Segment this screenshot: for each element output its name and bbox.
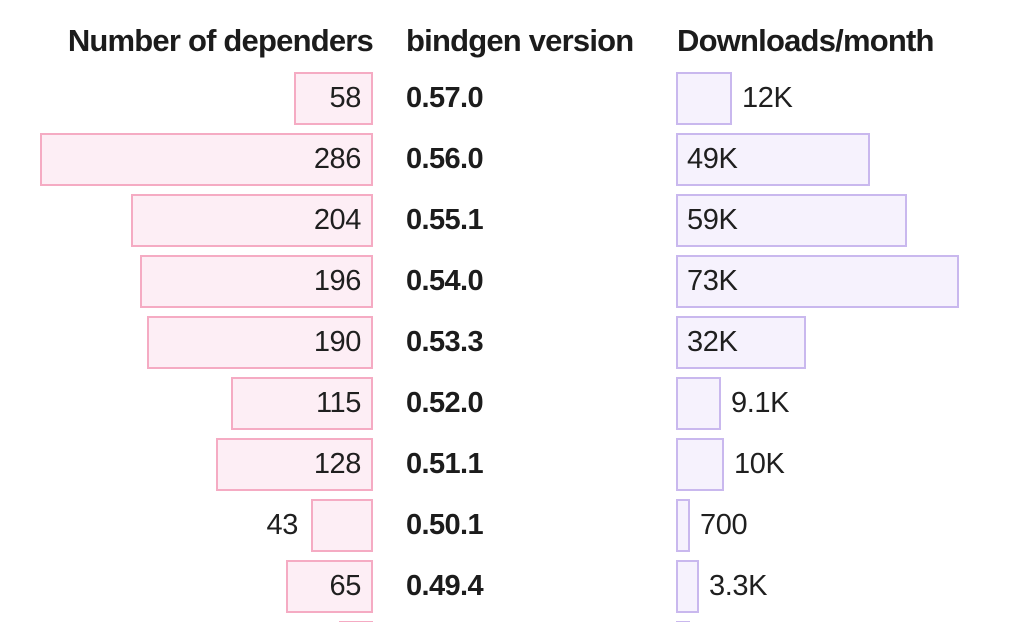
downloads-bar bbox=[676, 72, 732, 125]
dependers-value: 286 bbox=[313, 143, 362, 175]
dependers-bar: 286 bbox=[40, 133, 373, 186]
chart-row: 204 0.55.1 59K bbox=[0, 194, 1010, 247]
dependers-bar: 204 bbox=[131, 194, 373, 247]
chart-row: 115 0.52.0 9.1K bbox=[0, 377, 1010, 430]
version-label: 0.51.1 bbox=[406, 448, 484, 480]
downloads-bar: 32K bbox=[676, 316, 806, 369]
downloads-bar: 73K bbox=[676, 255, 959, 308]
dependers-bar: 190 bbox=[147, 316, 373, 369]
downloads-value: 59K bbox=[687, 204, 738, 236]
dependers-value: 115 bbox=[315, 387, 361, 419]
downloads-bar bbox=[676, 377, 721, 430]
version-label: 0.56.0 bbox=[406, 143, 484, 175]
version-label: 0.50.1 bbox=[406, 509, 484, 541]
column-header-version: bindgen version bbox=[406, 23, 634, 58]
dependers-value: 196 bbox=[313, 265, 362, 297]
dependers-value: 58 bbox=[329, 82, 362, 114]
dependers-bar: 58 bbox=[294, 72, 373, 125]
version-label: 0.57.0 bbox=[406, 82, 484, 114]
version-label: 0.53.3 bbox=[406, 326, 484, 358]
dependers-value: 65 bbox=[329, 570, 362, 602]
chart-row: 286 0.56.0 49K bbox=[0, 133, 1010, 186]
dependers-value: 190 bbox=[313, 326, 362, 358]
chart-row: 58 0.57.0 12K bbox=[0, 72, 1010, 125]
downloads-value: 12K bbox=[742, 82, 793, 114]
downloads-bar bbox=[676, 499, 690, 552]
version-label: 0.54.0 bbox=[406, 265, 484, 297]
dependers-bar: 196 bbox=[140, 255, 373, 308]
chart-row: 43 0.50.1 700 bbox=[0, 499, 1010, 552]
dependers-bar: 128 bbox=[216, 438, 373, 491]
version-label: 0.49.4 bbox=[406, 570, 484, 602]
downloads-value: 9.1K bbox=[731, 387, 790, 419]
chart-row: 128 0.51.1 10K bbox=[0, 438, 1010, 491]
downloads-value: 49K bbox=[687, 143, 738, 175]
downloads-value: 73K bbox=[687, 265, 738, 297]
dependers-value: 43 bbox=[266, 509, 299, 541]
downloads-value: 700 bbox=[700, 509, 748, 541]
column-header-downloads: Downloads/month bbox=[677, 23, 934, 58]
chart-row: 65 0.49.4 3.3K bbox=[0, 560, 1010, 613]
downloads-value: 3.3K bbox=[709, 570, 768, 602]
downloads-bar bbox=[676, 438, 724, 491]
dependers-bar: 115 bbox=[231, 377, 373, 430]
dependers-bar bbox=[311, 499, 373, 552]
column-header-dependers: Number of dependers bbox=[67, 23, 374, 58]
chart-row: 196 0.54.0 73K bbox=[0, 255, 1010, 308]
downloads-bar: 59K bbox=[676, 194, 907, 247]
dependers-bar: 65 bbox=[286, 560, 373, 613]
version-label: 0.55.1 bbox=[406, 204, 484, 236]
dependers-value: 128 bbox=[313, 448, 362, 480]
downloads-value: 32K bbox=[687, 326, 738, 358]
dependers-value: 204 bbox=[313, 204, 362, 236]
downloads-bar: 49K bbox=[676, 133, 870, 186]
version-label: 0.52.0 bbox=[406, 387, 484, 419]
chart-row: 190 0.53.3 32K bbox=[0, 316, 1010, 369]
downloads-value: 10K bbox=[734, 448, 785, 480]
downloads-bar bbox=[676, 560, 699, 613]
